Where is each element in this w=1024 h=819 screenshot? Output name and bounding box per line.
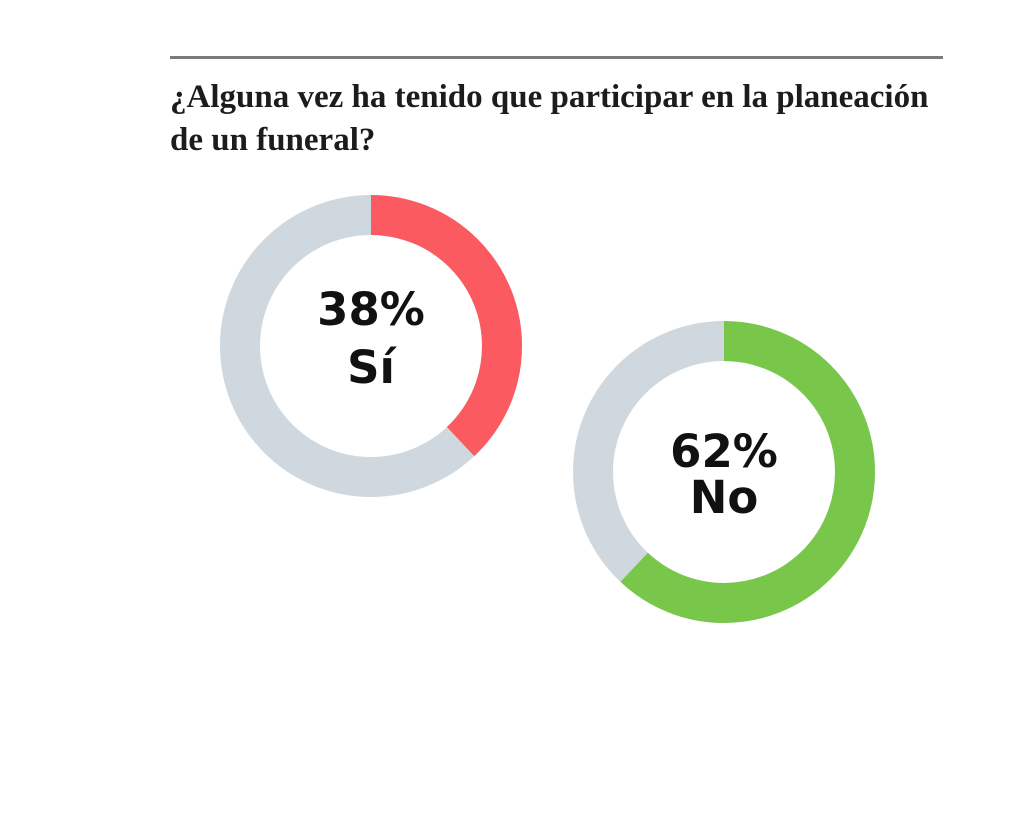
percent-label-si: 38% [317, 283, 425, 336]
donut-slice-no [573, 321, 875, 623]
percent-label-no: 62% [670, 425, 778, 478]
donut-chart-no: 62% No [573, 321, 875, 623]
donut-slice-si [220, 195, 522, 497]
category-label-no: No [690, 471, 759, 524]
chart-title: ¿Alguna vez ha tenido que participar en … [170, 79, 929, 158]
category-label-si: Sí [347, 341, 397, 394]
top-divider [170, 56, 943, 59]
donut-chart-si: 38% Sí [220, 195, 522, 497]
